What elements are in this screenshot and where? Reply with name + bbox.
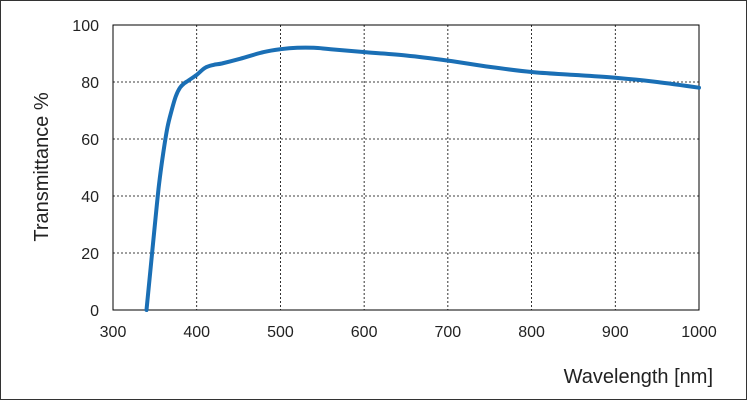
x-tick-label: 300 (100, 324, 127, 341)
y-tick-label: 40 (81, 189, 99, 206)
x-tick-labels: 300 400 500 600 700 800 900 1000 (100, 324, 717, 341)
x-axis-label: Wavelength [nm] (564, 366, 713, 388)
y-axis-label: Transmittance % (31, 92, 53, 242)
x-tick-label: 800 (518, 324, 545, 341)
x-tick-label: 1000 (681, 324, 717, 341)
y-tick-label: 80 (81, 75, 99, 92)
y-tick-labels: 0 20 40 60 80 100 (72, 18, 99, 320)
y-tick-label: 60 (81, 132, 99, 149)
x-tick-label: 400 (183, 324, 210, 341)
x-tick-label: 500 (267, 324, 294, 341)
x-tick-label: 600 (351, 324, 378, 341)
series-line-transmittance (144, 45, 701, 312)
x-tick-label: 700 (435, 324, 462, 341)
plot-area-border (112, 24, 700, 311)
y-tick-label: 20 (81, 246, 99, 263)
y-tick-label: 100 (72, 18, 99, 35)
grid-lines (113, 25, 699, 310)
x-tick-label: 900 (602, 324, 629, 341)
y-tick-label: 0 (90, 303, 99, 320)
